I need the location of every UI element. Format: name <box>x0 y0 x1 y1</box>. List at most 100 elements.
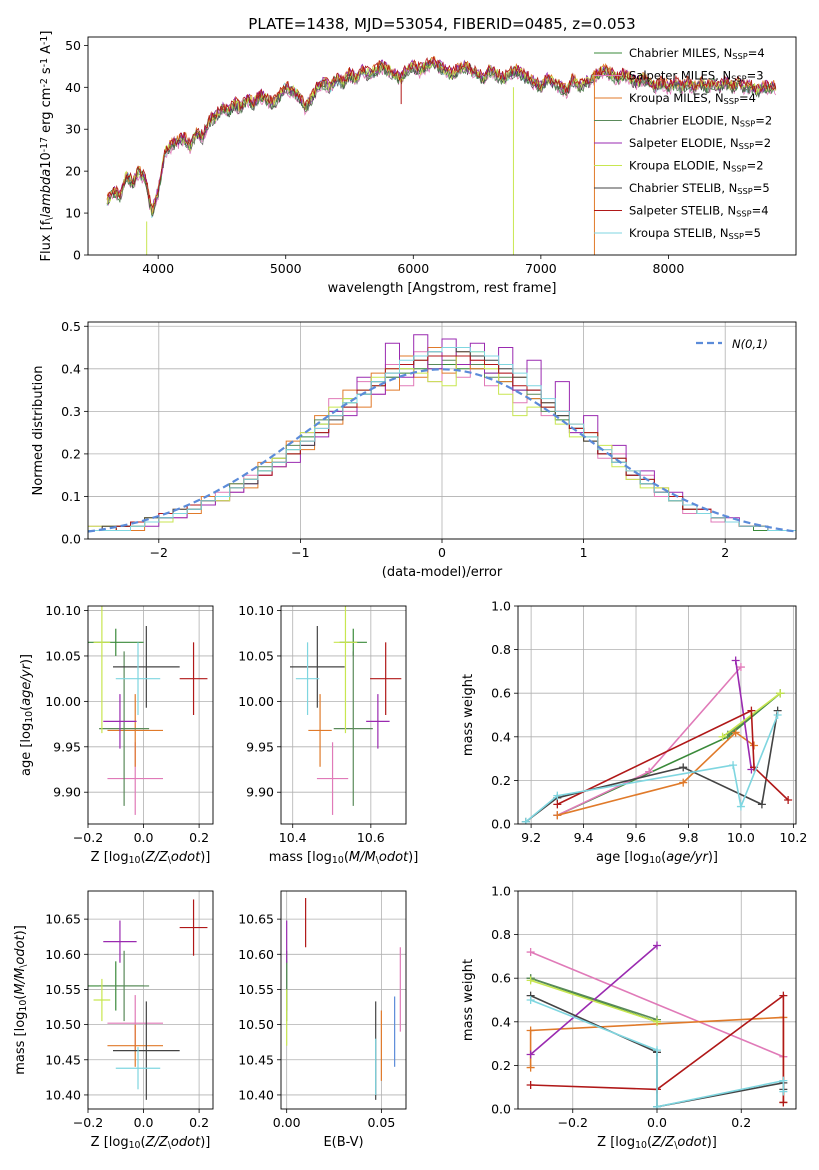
histogram-kroupa-stelib <box>88 347 796 539</box>
panel-4: 9.2 9.4 9.6 9.8 10.0 10.2 0.0 0.2 0.4 0.6 0.8 1.0 ag… <box>461 599 807 866</box>
point-marker <box>526 996 535 1004</box>
errorbar-chabrier-elodie <box>99 651 150 806</box>
errorbar-chabrier-stelib <box>289 625 345 708</box>
plot-area <box>289 606 402 815</box>
plot-area <box>106 55 777 255</box>
y-tick-label: 0.8 <box>491 642 511 657</box>
point-marker <box>526 976 535 985</box>
x-tick-label: 0.00 <box>273 1115 301 1130</box>
y-tick-label: 0.5 <box>61 319 81 334</box>
spectrum-chabrier-stelib <box>107 60 777 217</box>
point-marker <box>653 1102 661 1109</box>
y-tick-label: 10.45 <box>238 1052 274 1067</box>
y-tick-label: 0.2 <box>491 1058 511 1073</box>
point-marker <box>773 711 782 719</box>
x-tick-label: 9.4 <box>574 830 594 845</box>
y-tick-label: 10.05 <box>238 648 274 663</box>
point-marker <box>750 741 759 750</box>
x-tick-label: 5000 <box>270 261 302 276</box>
y-tick-label: 50 <box>65 38 81 53</box>
x-tick-label: 7000 <box>525 261 557 276</box>
errorbar-salpeter-stelib <box>179 899 208 956</box>
y-tick-label: 10.65 <box>238 912 274 927</box>
point-marker <box>731 656 740 665</box>
x-tick-label: −2 <box>150 545 168 560</box>
axes-frame <box>87 36 797 256</box>
y-tick-label: 20 <box>65 164 81 179</box>
point-marker <box>526 1026 535 1035</box>
errorbar-kroupa-elodie <box>333 606 358 734</box>
x-tick-label: 9.6 <box>626 830 646 845</box>
x-tick-label: 0.2 <box>731 1115 751 1130</box>
errorbar-chabrier-stelib <box>113 1001 180 1100</box>
y-tick-label: 0.0 <box>491 817 511 832</box>
y-tick-label: 30 <box>65 122 81 137</box>
point-marker <box>553 811 562 820</box>
y-tick-label: 9.90 <box>53 785 81 800</box>
y-tick-label: 0.3 <box>61 404 81 419</box>
axes-frame <box>87 321 797 540</box>
x-tick-label: 10.4 <box>279 830 307 845</box>
x-tick-label: 0.05 <box>367 1115 395 1130</box>
y-axis-label: mass [log10(M/M\odot)] <box>13 925 29 1075</box>
point-marker <box>679 763 688 772</box>
point-marker <box>718 732 727 741</box>
point-marker <box>731 728 740 737</box>
x-axis-label: wavelength [Angstrom, rest frame] <box>328 281 557 296</box>
point-marker <box>729 761 738 770</box>
errorbar-salpeter-stelib <box>370 642 402 715</box>
x-tick-label: 0.2 <box>189 830 209 845</box>
y-tick-label: 10.00 <box>45 694 81 709</box>
point-marker <box>784 796 793 805</box>
x-tick-label: −0.2 <box>73 830 103 845</box>
point-marker <box>779 1076 788 1085</box>
x-tick-label: 0.0 <box>134 1115 154 1130</box>
y-tick-label: 0.6 <box>491 971 511 986</box>
panel-5: −0.2 0.0 0.2 10.40 10.45 10.50 10.55 10.60 10.65… <box>13 890 214 1151</box>
point-marker <box>736 802 745 811</box>
y-tick-label: 0.2 <box>61 446 81 461</box>
y-tick-label: 1.0 <box>491 884 511 899</box>
point-marker <box>747 706 756 715</box>
x-tick-label: 9.8 <box>679 830 699 845</box>
y-tick-label: 10.60 <box>45 947 81 962</box>
line-salpeter-miles <box>530 951 784 1058</box>
x-tick-label: 10.0 <box>727 830 755 845</box>
errorbar-chabrier-elodie <box>333 651 373 806</box>
x-axis-label: (data-model)/error <box>382 565 503 580</box>
spectrum-kroupa-elodie <box>106 61 777 216</box>
y-tick-label: 0.4 <box>491 1014 511 1029</box>
axes-frame <box>280 605 407 825</box>
panel-0: 4000 5000 6000 7000 8000 0 10 20 30 40 50 wavelengt… <box>39 31 797 296</box>
errorbar-kroupa-stelib <box>115 1047 161 1090</box>
panel-7: −0.2 0.0 0.2 0.0 0.2 0.4 0.6 0.8 1.0 Z [log10(Z/Z… <box>461 884 797 1151</box>
y-tick-label: 10.65 <box>45 912 81 927</box>
point-marker <box>553 800 562 809</box>
legend-label: Chabrier MILES, NSSP=4 <box>629 46 765 61</box>
x-tick-label: 0.0 <box>134 830 154 845</box>
point-marker <box>679 778 688 787</box>
x-tick-label: −0.2 <box>558 1115 588 1130</box>
errorbar-kroupa-stelib <box>295 642 320 715</box>
y-tick-label: 10.55 <box>45 982 81 997</box>
line-salpeter-elodie <box>530 944 658 1056</box>
y-tick-label: 10.55 <box>238 982 274 997</box>
point-marker <box>526 1050 535 1059</box>
errorbar-chabrier-elodie <box>99 950 150 1022</box>
normal-reference-curve <box>88 368 796 533</box>
x-axis-label: Z [log10(Z/Z\odot)] <box>597 1135 717 1151</box>
y-axis-label: age [log10(age/yr)] <box>19 654 35 776</box>
panel-2: −0.2 0.0 0.2 9.90 9.95 10.00 10.05 10.10 Z [log1… <box>19 603 214 866</box>
y-tick-label: 1.0 <box>491 599 511 614</box>
y-tick-label: 0.0 <box>491 1102 511 1117</box>
plot-area <box>88 899 208 1100</box>
x-axis-label: age [log10(age/yr)] <box>596 850 718 866</box>
y-tick-label: 40 <box>65 80 81 95</box>
x-axis-label: Z [log10(Z/Z\odot)] <box>91 850 211 866</box>
errorbar-kroupa-elodie <box>93 606 111 734</box>
axes-frame <box>280 890 407 1110</box>
x-tick-label: −1 <box>291 545 309 560</box>
figure-title: PLATE=1438, MJD=53054, FIBERID=0485, z=0… <box>248 15 635 33</box>
